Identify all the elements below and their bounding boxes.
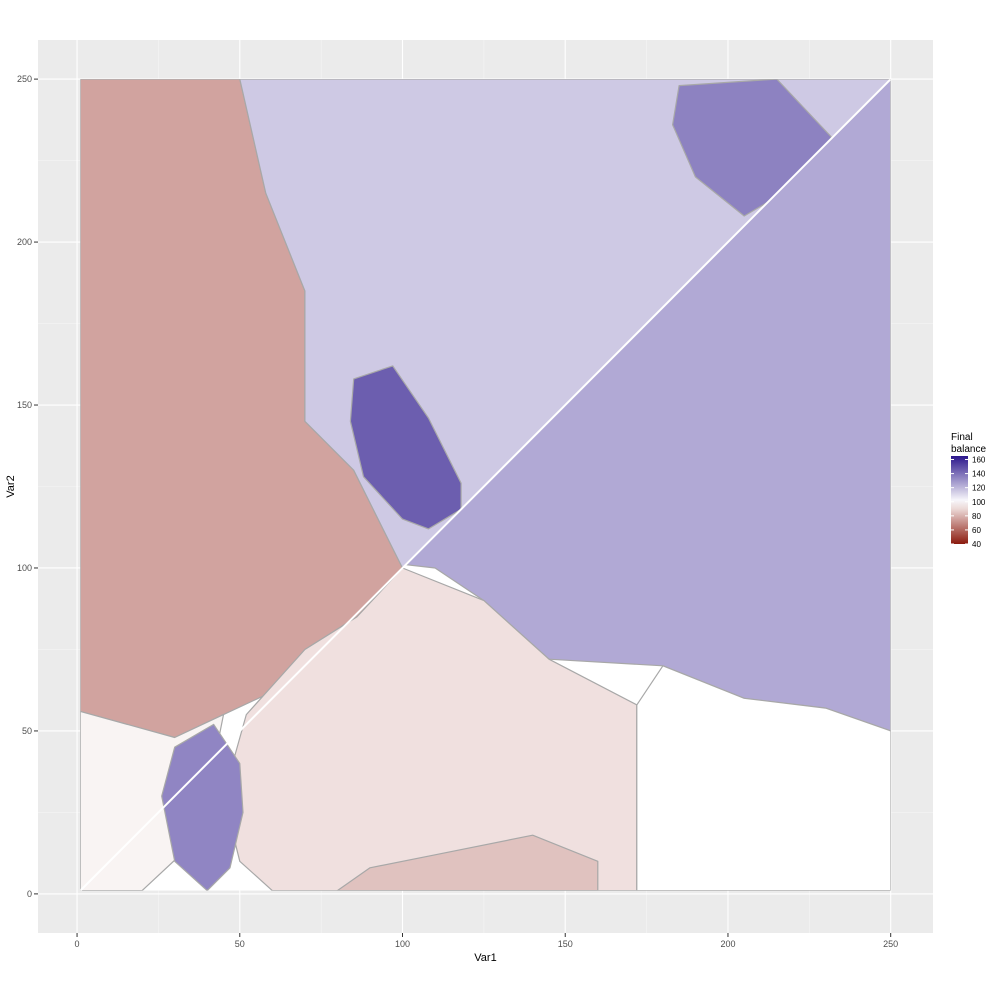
- y-tick-label: 100: [17, 563, 32, 573]
- x-tick-label: 50: [235, 939, 245, 949]
- legend-tick-label: 60: [972, 526, 981, 535]
- legend-title-line: balance: [951, 444, 986, 455]
- y-tick-label: 50: [22, 726, 32, 736]
- heatmap-region-bottom-strip-red: [336, 834, 599, 891]
- y-tick-label: 0: [27, 889, 32, 899]
- legend-tick-label: 40: [972, 540, 981, 549]
- legend-title-line: Final: [951, 432, 973, 443]
- legend-tick-label: 80: [972, 512, 981, 521]
- legend-tick-label: 120: [972, 484, 986, 493]
- legend-colorbar: [951, 456, 968, 544]
- diagonal-line: [80, 79, 891, 891]
- heatmap-region-lower-pale-pink: [222, 567, 638, 891]
- heatmap-tiles: [80, 79, 891, 891]
- x-tick-label: 200: [720, 939, 735, 949]
- y-axis-title: Var2: [5, 475, 17, 497]
- heatmap-region-lower-left-purple-patch: [161, 723, 244, 891]
- x-tick-label: 100: [395, 939, 410, 949]
- y-tick-label: 250: [17, 74, 32, 84]
- heatmap-region-central-dark-purple-patch: [349, 365, 462, 530]
- x-tick-label: 0: [75, 939, 80, 949]
- legend-tick-label: 140: [972, 470, 986, 479]
- x-tick-label: 150: [558, 939, 573, 949]
- y-tick-label: 200: [17, 237, 32, 247]
- legend-tick-label: 100: [972, 498, 986, 507]
- y-tick-label: 150: [17, 400, 32, 410]
- x-axis-title: Var1: [474, 952, 496, 964]
- heatmap-region-lower-right-white: [636, 665, 891, 891]
- legend-tick-label: 160: [972, 456, 986, 465]
- x-tick-label: 250: [883, 939, 898, 949]
